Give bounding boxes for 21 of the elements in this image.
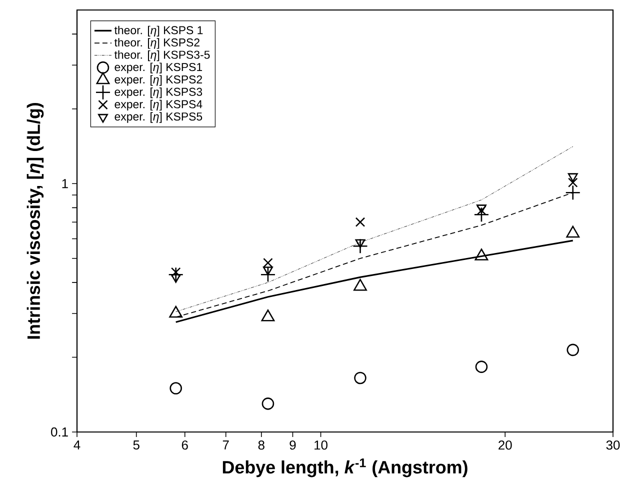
x-tick-label: 7 [222, 440, 229, 450]
y-tick-label: 1 [62, 179, 68, 188]
legend-label: theor. [η] KSPS 1 [114, 26, 203, 36]
legend-label: exper. [η] KSPS2 [114, 75, 202, 86]
legend-label: exper. [η] KSPS3 [114, 87, 202, 98]
y-axis-title: Intrinsic viscosity, [η] (dL/g) [26, 103, 44, 339]
x-tick-label: 5 [133, 440, 140, 450]
x-tick-label: 20 [498, 440, 512, 450]
x-tick-label: 9 [290, 440, 296, 450]
y-tick-label: 0.1 [51, 427, 68, 437]
x-tick-label: 8 [258, 440, 264, 450]
legend-label: exper. [η] KSPS5 [114, 112, 202, 123]
x-tick-label: 30 [606, 440, 620, 450]
x-tick-label: 6 [182, 440, 188, 450]
legend-label: exper. [η] KSPS4 [114, 100, 202, 111]
legend-label: theor. [η] KSPS2 [114, 38, 200, 49]
x-axis-title: Debye length, k$^{-1}$ (Angstrom) [222, 458, 468, 478]
legend-label: theor. [η] KSPS3-5 [114, 50, 210, 62]
x-tick-label: 10 [314, 440, 328, 450]
x-tick-label: 4 [74, 440, 80, 450]
legend-label: exper. [η] KSPS1 [114, 62, 202, 74]
